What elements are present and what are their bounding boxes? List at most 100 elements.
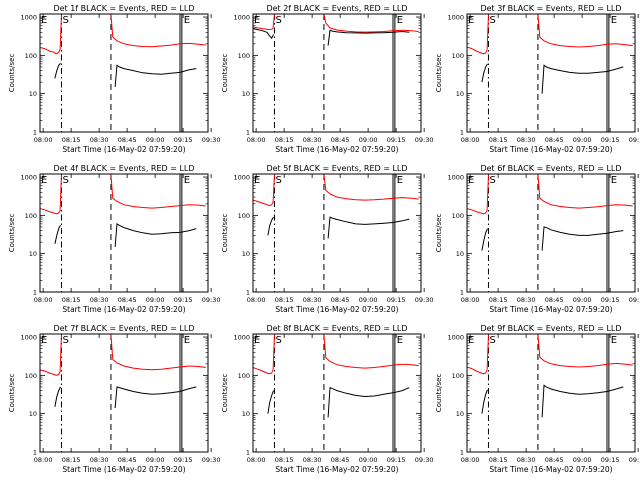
y-tick-label: 1000 — [233, 334, 250, 342]
y-tick-label: 100 — [452, 212, 464, 220]
series-lld-segment-1 — [253, 174, 276, 207]
plot-frame — [39, 173, 209, 293]
x-axis-label: Start Time (16-May-02 07:59:20) — [275, 305, 398, 314]
y-axis-label: Counts/sec — [435, 214, 443, 253]
y-axis-label: Counts/sec — [8, 214, 16, 253]
panel-det-8: Det 8f BLACK = Events, RED = LLD Counts/s… — [221, 324, 433, 474]
x-tick-label: 09:30 — [202, 296, 221, 304]
marker-label-S: S — [489, 335, 495, 346]
y-tick-label: 1000 — [20, 14, 37, 22]
y-tick-label: 1000 — [447, 174, 464, 182]
series-lld-segment-1 — [40, 334, 63, 376]
series-events-segment-1 — [267, 216, 274, 236]
marker-label-E: E — [184, 175, 190, 186]
y-tick-label: 10 — [29, 250, 37, 258]
y-tick-label: 1 — [33, 449, 37, 457]
x-tick-label: 09:15 — [387, 456, 406, 464]
panel-title: Det 2f BLACK = Events, RED = LLD — [266, 4, 407, 13]
series-lld-segment-2 — [537, 334, 633, 368]
x-tick-label: 09:30 — [415, 136, 434, 144]
marker-label-E: E — [184, 15, 190, 26]
x-axis-label: Start Time (16-May-02 07:59:20) — [489, 305, 612, 314]
x-axis-label: Start Time (16-May-02 07:59:20) — [489, 145, 612, 154]
x-tick-label: 09:15 — [174, 456, 193, 464]
plot-frame — [466, 333, 636, 453]
series-events-segment-1 — [54, 62, 61, 79]
x-tick-label: 08:00 — [247, 136, 266, 144]
y-axis-label: Counts/sec — [435, 54, 443, 93]
panel-title: Det 1f BLACK = Events, RED = LLD — [53, 4, 194, 13]
y-axis-label: Counts/sec — [221, 214, 229, 253]
series-lld-segment-2 — [537, 14, 633, 48]
x-tick-label: 09:30 — [415, 456, 434, 464]
panel-title: Det 6f BLACK = Events, RED = LLD — [480, 164, 621, 173]
series-lld-segment-1 — [40, 174, 63, 215]
series-events-segment-2 — [541, 384, 624, 418]
x-tick-label: 08:15 — [275, 456, 294, 464]
x-tick-label: 08:15 — [62, 456, 81, 464]
panel-det-6: Det 6f BLACK = Events, RED = LLD Counts/s… — [435, 164, 640, 314]
panel-title: Det 5f BLACK = Events, RED = LLD — [266, 164, 407, 173]
x-tick-label: 08:15 — [489, 456, 508, 464]
y-tick-label: 1 — [33, 129, 37, 137]
series-events-segment-1 — [253, 28, 274, 40]
x-tick-label: 09:00 — [146, 296, 165, 304]
y-axis-label: Counts/sec — [221, 54, 229, 93]
marker-label-S: S — [275, 15, 281, 26]
plot-frame — [252, 13, 422, 133]
x-axis-label: Start Time (16-May-02 07:59:20) — [62, 465, 185, 474]
y-tick-label: 100 — [452, 372, 464, 380]
x-tick-label: 08:45 — [118, 296, 137, 304]
panel-det-2: Det 2f BLACK = Events, RED = LLD Counts/s… — [221, 4, 433, 154]
x-tick-label: 08:15 — [62, 296, 81, 304]
series-events-segment-2 — [114, 64, 197, 87]
marker-label-S: S — [275, 175, 281, 186]
series-lld-segment-2 — [110, 334, 206, 371]
series-lld-segment-1 — [467, 174, 490, 215]
series-events-segment-2 — [327, 216, 410, 239]
panel-title: Det 3f BLACK = Events, RED = LLD — [480, 4, 621, 13]
x-tick-label: 08:45 — [331, 296, 350, 304]
plot-frame — [466, 173, 636, 293]
x-tick-label: 08:00 — [247, 296, 266, 304]
series-lld-segment-2 — [110, 174, 206, 209]
series-lld-segment-1 — [40, 14, 63, 55]
marker-label-E: E — [254, 335, 260, 346]
marker-label-E: E — [397, 15, 403, 26]
y-tick-label: 1 — [246, 449, 250, 457]
series-events-segment-1 — [54, 386, 61, 407]
marker-label-S: S — [489, 175, 495, 186]
x-axis-label: Start Time (16-May-02 07:59:20) — [62, 145, 185, 154]
panel-title: Det 8f BLACK = Events, RED = LLD — [266, 324, 407, 333]
y-tick-label: 10 — [29, 90, 37, 98]
marker-label-S: S — [62, 335, 68, 346]
series-lld-segment-1 — [253, 334, 276, 375]
series-events-segment-2 — [114, 386, 197, 409]
x-tick-label: 09:15 — [174, 136, 193, 144]
x-tick-label: 09:30 — [629, 456, 640, 464]
panel-det-4: Det 4f BLACK = Events, RED = LLD Counts/s… — [8, 164, 220, 314]
y-tick-label: 100 — [25, 372, 37, 380]
panel-title: Det 9f BLACK = Events, RED = LLD — [480, 324, 621, 333]
y-tick-label: 1000 — [20, 334, 37, 342]
y-tick-label: 1000 — [233, 174, 250, 182]
marker-label-E: E — [611, 335, 617, 346]
panel-title: Det 4f BLACK = Events, RED = LLD — [53, 164, 194, 173]
x-tick-label: 09:30 — [415, 296, 434, 304]
y-tick-label: 100 — [452, 52, 464, 60]
x-tick-label: 08:30 — [517, 456, 536, 464]
y-tick-label: 1 — [460, 129, 464, 137]
x-tick-label: 08:00 — [461, 296, 480, 304]
series-events-segment-1 — [267, 390, 274, 414]
marker-label-E: E — [254, 175, 260, 186]
x-tick-label: 08:45 — [545, 296, 564, 304]
y-axis-label: Counts/sec — [221, 374, 229, 413]
marker-label-E: E — [254, 15, 260, 26]
x-tick-label: 08:45 — [545, 136, 564, 144]
marker-label-E: E — [184, 335, 190, 346]
x-axis-label: Start Time (16-May-02 07:59:20) — [62, 305, 185, 314]
panel-det-9: Det 9f BLACK = Events, RED = LLD Counts/s… — [435, 324, 640, 474]
x-tick-label: 09:00 — [359, 456, 378, 464]
x-tick-label: 09:15 — [601, 136, 620, 144]
